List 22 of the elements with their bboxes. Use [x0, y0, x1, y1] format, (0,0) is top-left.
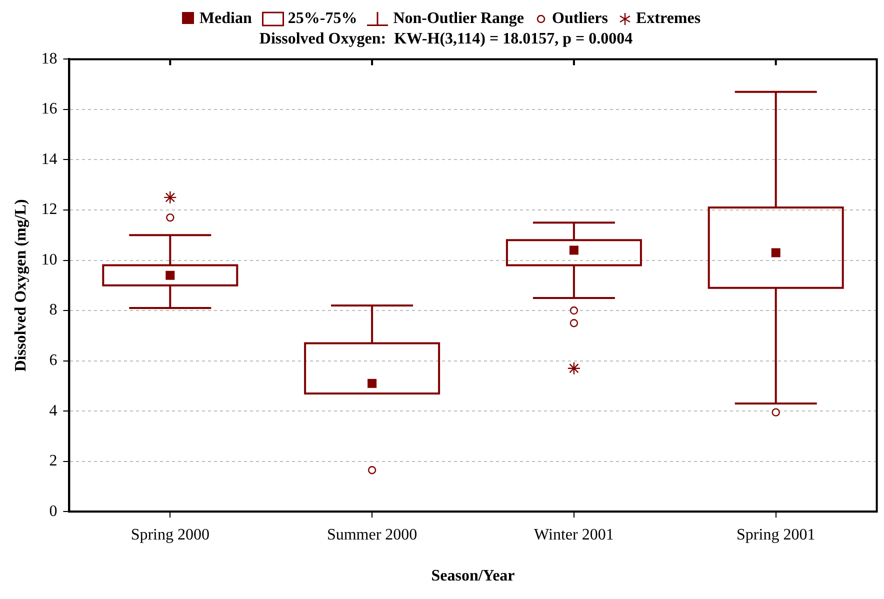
legend-label: Median: [199, 10, 252, 27]
legend-label: Extremes: [636, 10, 701, 27]
x-tick-label: Spring 2000: [130, 526, 210, 544]
x-tick-label: Summer 2000: [326, 526, 418, 544]
x-tick-label: Spring 2001: [736, 526, 816, 544]
y-tick-label: 12: [41, 201, 58, 218]
y-axis-title: Dissolved Oxygen (mg/L): [12, 199, 30, 372]
y-tick-label: 0: [49, 502, 58, 520]
chart-title: Dissolved Oxygen: KW-H(3,114) = 18.0157, p = 0.0004: [259, 30, 633, 48]
x-axis-title: Season/Year: [431, 568, 515, 585]
y-tick-label: 6: [49, 352, 58, 370]
y-tick-label: 4: [49, 402, 58, 420]
y-tick-label: 16: [41, 100, 58, 118]
y-tick-label: 18: [41, 50, 58, 68]
y-tick-label: 2: [49, 452, 58, 470]
y-tick-label: 8: [49, 302, 58, 319]
y-tick-label: 10: [41, 251, 58, 268]
x-tick-label: Winter 2001: [534, 526, 614, 544]
y-tick-label: 14: [41, 150, 58, 168]
text: Non-Outlier Range: [393, 10, 524, 27]
legend-label: Outliers: [552, 10, 608, 27]
text: 25%-75%: [288, 10, 358, 27]
